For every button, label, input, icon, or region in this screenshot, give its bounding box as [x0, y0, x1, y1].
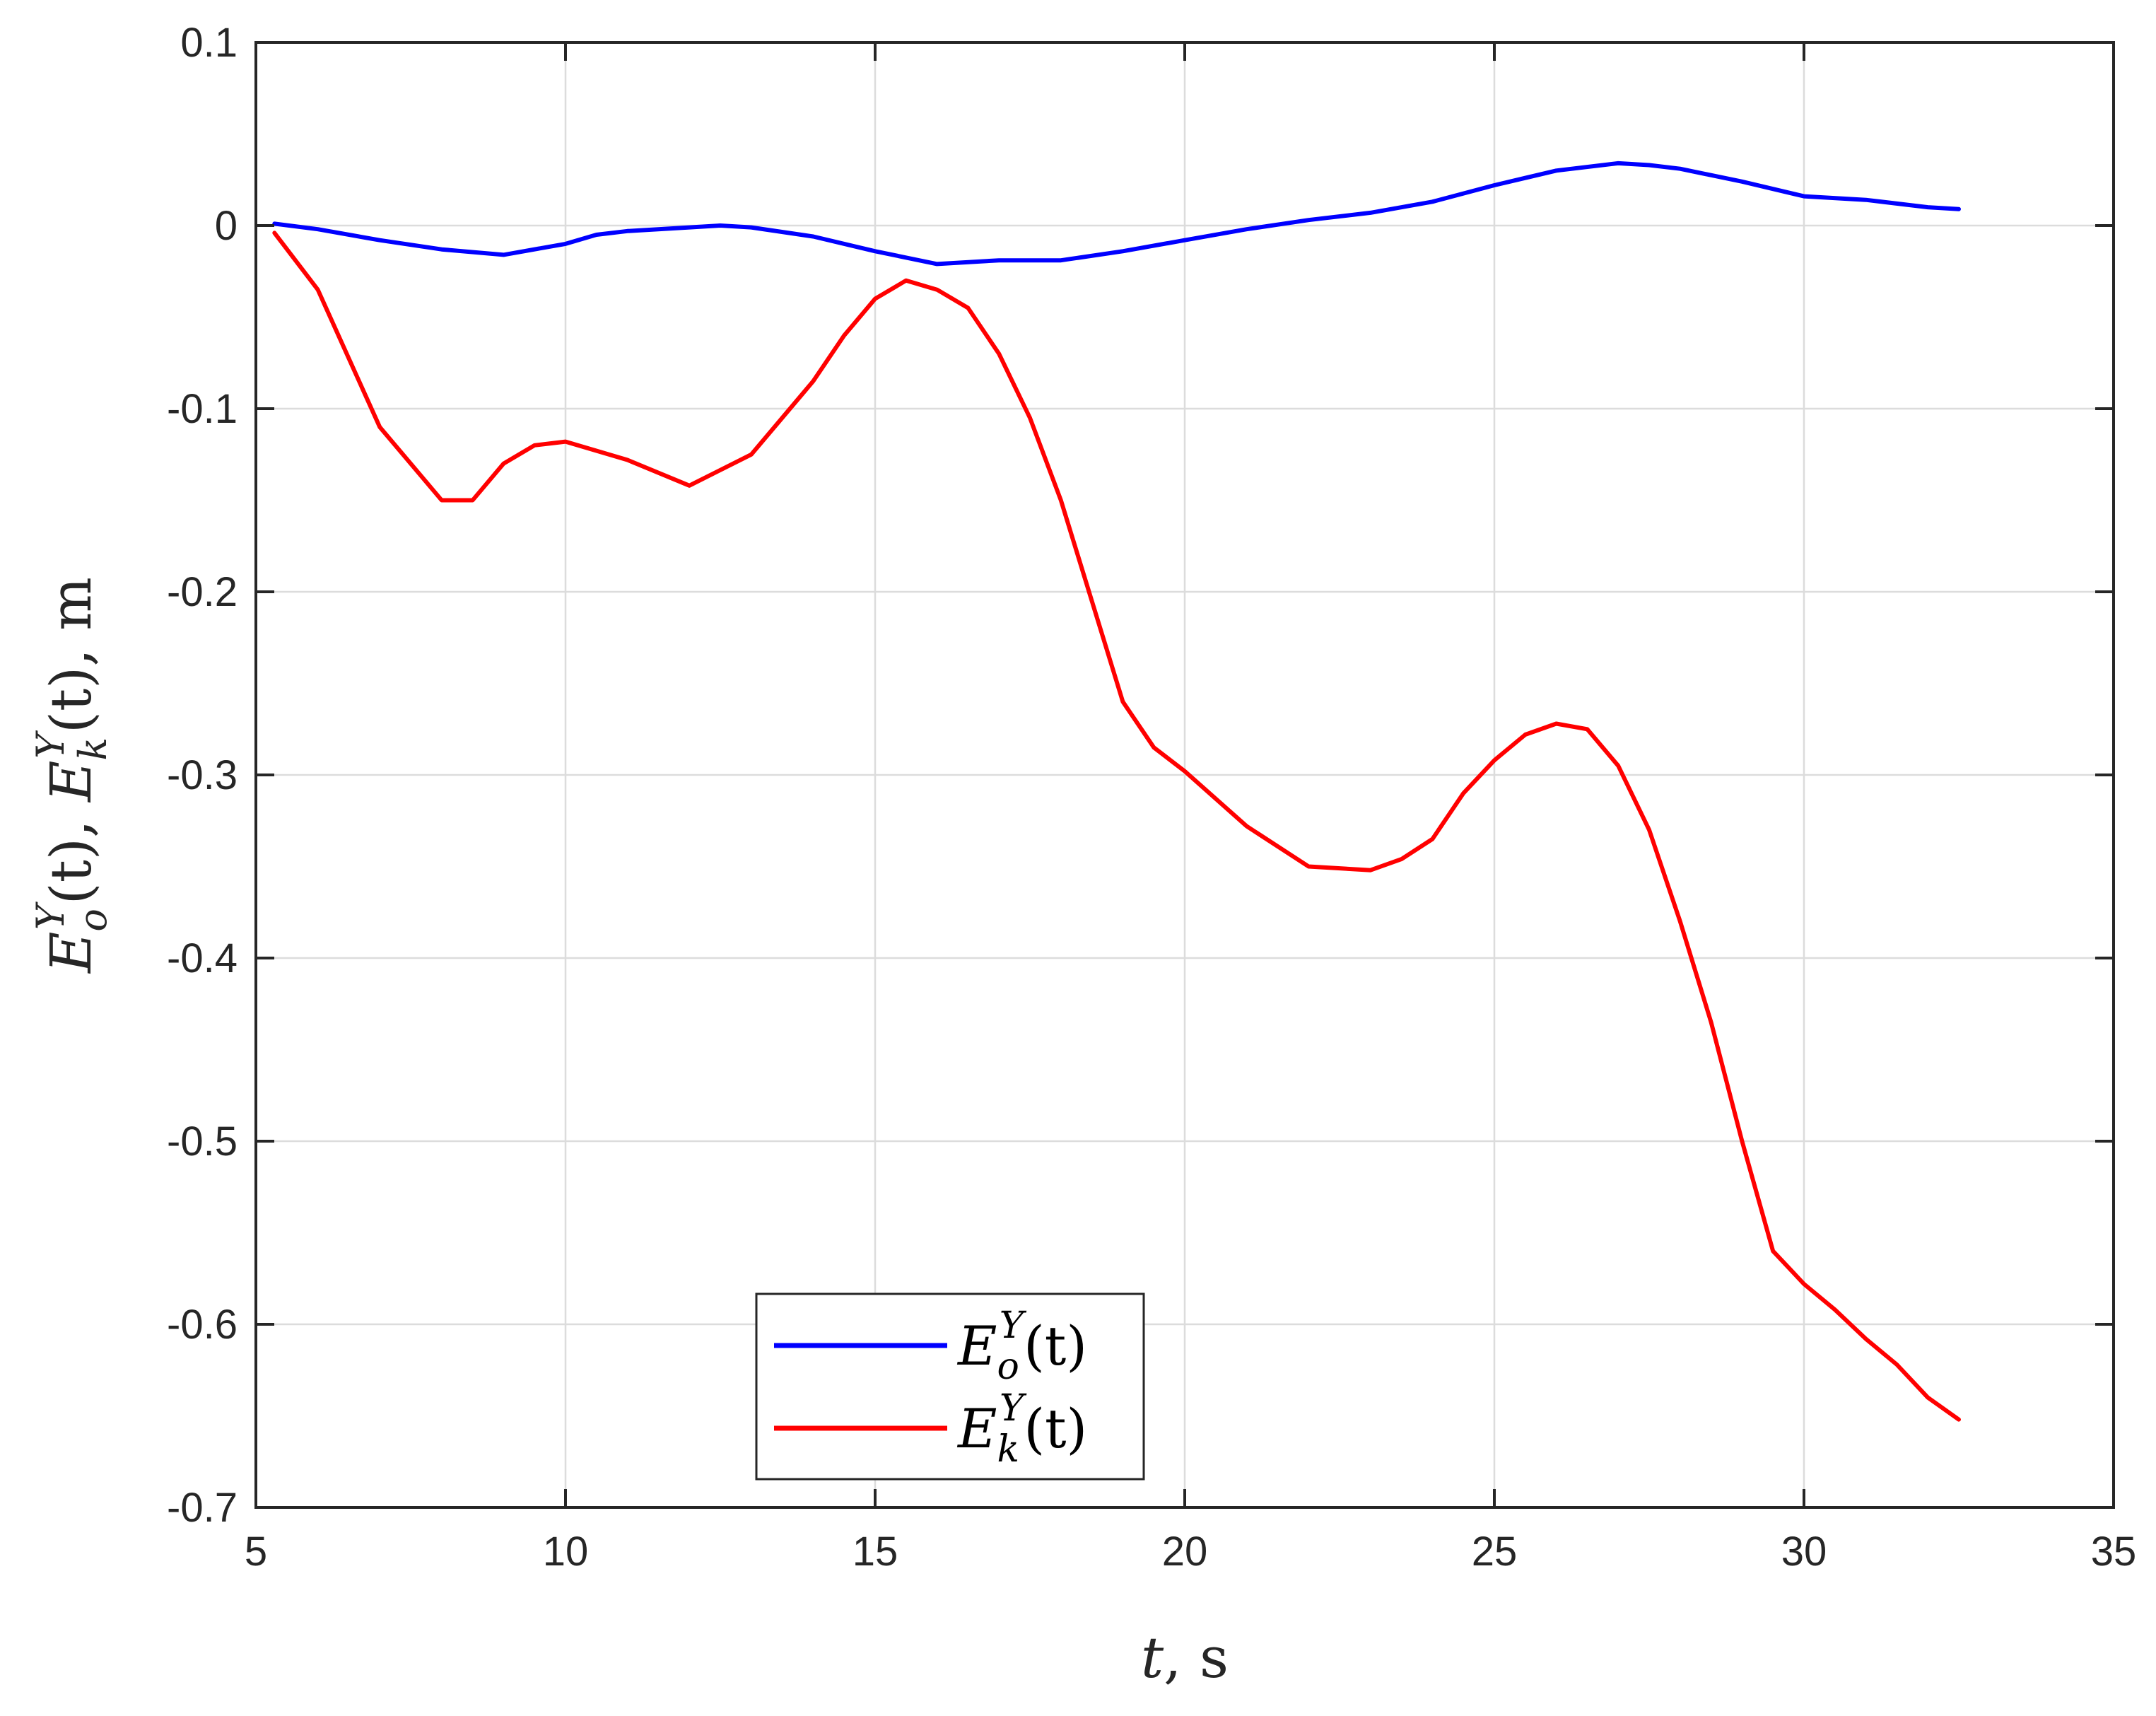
y-axis-label: EoY(t), EkY(t), m [28, 577, 115, 974]
y-label-e1: E [38, 932, 104, 974]
y-tick-label: 0 [215, 203, 238, 249]
y-label-sep: , [38, 802, 104, 838]
x-axis-label-var: t [1141, 1625, 1164, 1691]
x-axis-label-rest: , s [1164, 1625, 1229, 1691]
legend-box [755, 1292, 1145, 1481]
y-label-unit: , m [38, 577, 104, 667]
y-label-e2: E [38, 761, 104, 803]
y-tick-labels: 0.1 0 -0.1 -0.2 -0.3 -0.4 -0.5 -0.6 -0.7 [167, 20, 238, 1531]
y-tick-label: -0.4 [167, 935, 238, 981]
y-tick-label: -0.5 [167, 1119, 238, 1165]
x-tick-labels: 5 10 15 20 25 30 35 [245, 1529, 2136, 1575]
x-tick-label: 5 [245, 1529, 267, 1575]
x-tick-label: 25 [1472, 1529, 1518, 1575]
x-tick-label: 20 [1162, 1529, 1208, 1575]
legend: EoY(t) EkY(t) [755, 1292, 1145, 1481]
x-axis-label: t, s [1141, 1625, 1229, 1691]
y-tick-label: -0.1 [167, 386, 238, 432]
x-tick-label: 10 [543, 1529, 589, 1575]
series-line-eo [272, 160, 1961, 267]
x-tick-label: 15 [853, 1529, 898, 1575]
series-line-ek [272, 230, 1961, 1422]
y-label-e1-sup: Y [28, 901, 73, 930]
y-label-e2-sup: Y [28, 730, 73, 759]
legend-label-eo: EoY(t) [956, 1304, 1087, 1388]
y-tick-label: -0.6 [167, 1302, 238, 1348]
legend-label-ek: EkY(t) [956, 1387, 1087, 1471]
x-tick-label: 35 [2091, 1529, 2137, 1575]
y-tick-label: -0.3 [167, 752, 238, 798]
tick-marks [254, 41, 2115, 1509]
y-tick-label: 0.1 [180, 20, 238, 66]
grid-lines [256, 42, 2114, 1507]
y-tick-label: -0.7 [167, 1485, 238, 1531]
y-tick-label: -0.2 [167, 569, 238, 615]
y-label-e2-arg: (t) [38, 667, 104, 734]
y-label-e1-arg: (t) [38, 838, 104, 905]
plot-area [272, 160, 1961, 1422]
y-label-e2-sub: k [71, 737, 115, 761]
y-label-e1-sub: o [71, 909, 115, 932]
x-tick-label: 30 [1781, 1529, 1827, 1575]
